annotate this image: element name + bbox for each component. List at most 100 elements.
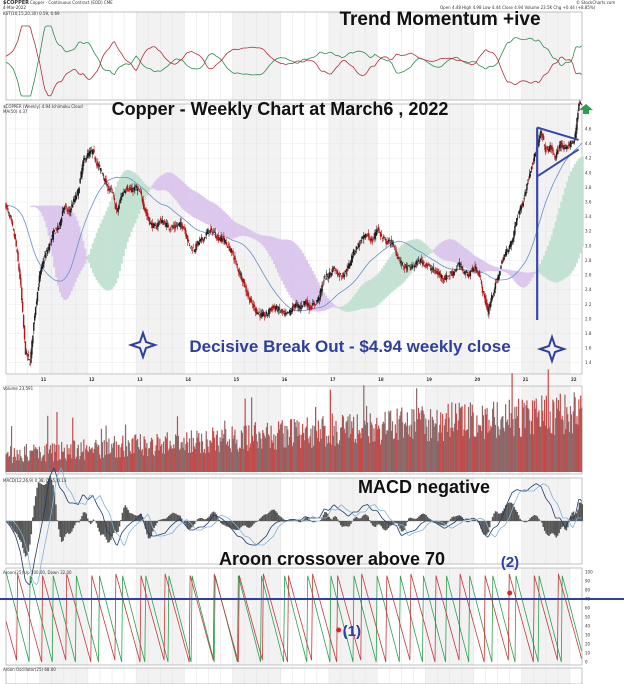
- macd-histogram-bar: [11, 521, 14, 529]
- volume-bar: [6, 453, 8, 472]
- price-candle: [13, 233, 16, 237]
- price-candle: [246, 293, 248, 295]
- price-candle: [312, 303, 314, 306]
- macd-histogram-bar: [198, 518, 200, 521]
- price-candle: [454, 270, 457, 271]
- ichimoku-cloud-segment: [74, 216, 77, 282]
- price-candle: [579, 101, 581, 105]
- price-candle: [387, 240, 389, 243]
- volume-bar: [212, 427, 214, 472]
- price-candle: [45, 252, 47, 259]
- volume-bar: [395, 432, 397, 472]
- macd-histogram-bar: [39, 483, 41, 521]
- price-candle: [472, 267, 474, 272]
- macd-histogram-bar: [357, 518, 359, 521]
- macd-histogram-bar: [34, 496, 37, 521]
- volume-bar: [50, 453, 53, 472]
- volume-bar: [167, 450, 169, 472]
- volume-bar: [77, 444, 79, 472]
- macd-histogram-bar: [27, 521, 30, 552]
- macd-histogram-bar: [394, 521, 397, 524]
- up-arrow-icon: [579, 104, 593, 114]
- volume-bar: [268, 435, 270, 472]
- macd-histogram-bar: [303, 518, 306, 521]
- price-candle: [295, 303, 297, 307]
- ichimoku-cloud-segment: [463, 247, 467, 268]
- ichimoku-cloud-segment: [130, 170, 133, 232]
- macd-histogram-bar: [81, 516, 83, 521]
- macd-histogram-bar: [377, 521, 380, 525]
- macd-histogram-bar: [444, 521, 446, 526]
- price-candle: [475, 267, 477, 272]
- price-candle: [360, 239, 362, 241]
- price-candle: [478, 270, 481, 277]
- volume-bar: [422, 410, 424, 472]
- price-tick-label: 2.6: [585, 273, 592, 278]
- macd-histogram-bar: [172, 512, 174, 521]
- macd-histogram-bar: [218, 519, 221, 521]
- volume-bar: [18, 460, 20, 472]
- macd-histogram-bar: [233, 521, 235, 530]
- price-candle: [505, 249, 508, 256]
- price-candle: [262, 312, 265, 316]
- momentum-annotation: Trend Momentum +ive: [339, 9, 540, 30]
- macd-histogram-bar: [154, 521, 157, 526]
- price-candle: [68, 209, 70, 211]
- ichimoku-cloud-segment: [406, 241, 409, 279]
- price-candle: [329, 272, 332, 274]
- price-candle: [474, 265, 476, 269]
- macd-histogram-bar: [163, 518, 166, 521]
- volume-bar: [60, 459, 62, 472]
- price-candle: [351, 255, 354, 259]
- volume-bar: [188, 438, 191, 472]
- volume-bar: [419, 419, 421, 472]
- price-candle: [516, 218, 518, 225]
- price-tick-label: 1.6: [585, 346, 592, 351]
- volume-bar: [125, 446, 128, 472]
- price-candle: [35, 301, 38, 305]
- price-candle: [332, 268, 334, 272]
- price-candle: [516, 216, 519, 218]
- volume-bar: [136, 440, 138, 472]
- volume-bar: [517, 416, 519, 472]
- volume-bar: [532, 434, 535, 472]
- volume-bar: [442, 441, 445, 472]
- volume-bar: [63, 447, 65, 472]
- price-candle: [420, 258, 422, 261]
- price-candle: [138, 190, 141, 192]
- ichimoku-cloud-segment: [193, 191, 197, 218]
- price-candle: [218, 239, 220, 241]
- ichimoku-cloud-segment: [479, 258, 482, 273]
- ichimoku-cloud-segment: [86, 256, 89, 260]
- price-candle: [444, 277, 447, 281]
- price-candle: [356, 247, 359, 250]
- macd-histogram-bar: [572, 511, 575, 521]
- price-candle: [153, 223, 156, 227]
- volume-bar: [454, 403, 457, 472]
- macd-histogram-bar: [545, 521, 547, 534]
- macd-histogram-bar: [552, 521, 555, 534]
- volume-bar: [450, 427, 452, 472]
- price-candle: [328, 272, 331, 278]
- price-candle: [425, 264, 427, 266]
- volume-bar: [361, 428, 363, 472]
- price-candle: [479, 278, 482, 280]
- volume-bar: [448, 417, 450, 472]
- macd-histogram-bar: [355, 516, 358, 521]
- volume-bar: [194, 448, 196, 472]
- volume-bar: [190, 430, 192, 472]
- ichimoku-cloud-segment: [483, 261, 486, 272]
- price-candle: [448, 275, 450, 277]
- volume-bar: [570, 414, 573, 472]
- price-candle: [72, 199, 75, 202]
- macd-histogram-bar: [26, 521, 28, 556]
- price-candle: [365, 235, 368, 238]
- macd-histogram-bar: [370, 521, 372, 524]
- macd-histogram-bar: [554, 521, 556, 536]
- ichimoku-cloud-segment: [68, 208, 71, 296]
- macd-histogram-bar: [215, 514, 218, 521]
- ichimoku-cloud-segment: [220, 209, 224, 235]
- price-candle: [281, 309, 283, 313]
- macd-histogram-bar: [574, 514, 576, 521]
- volume-bar: [210, 440, 212, 472]
